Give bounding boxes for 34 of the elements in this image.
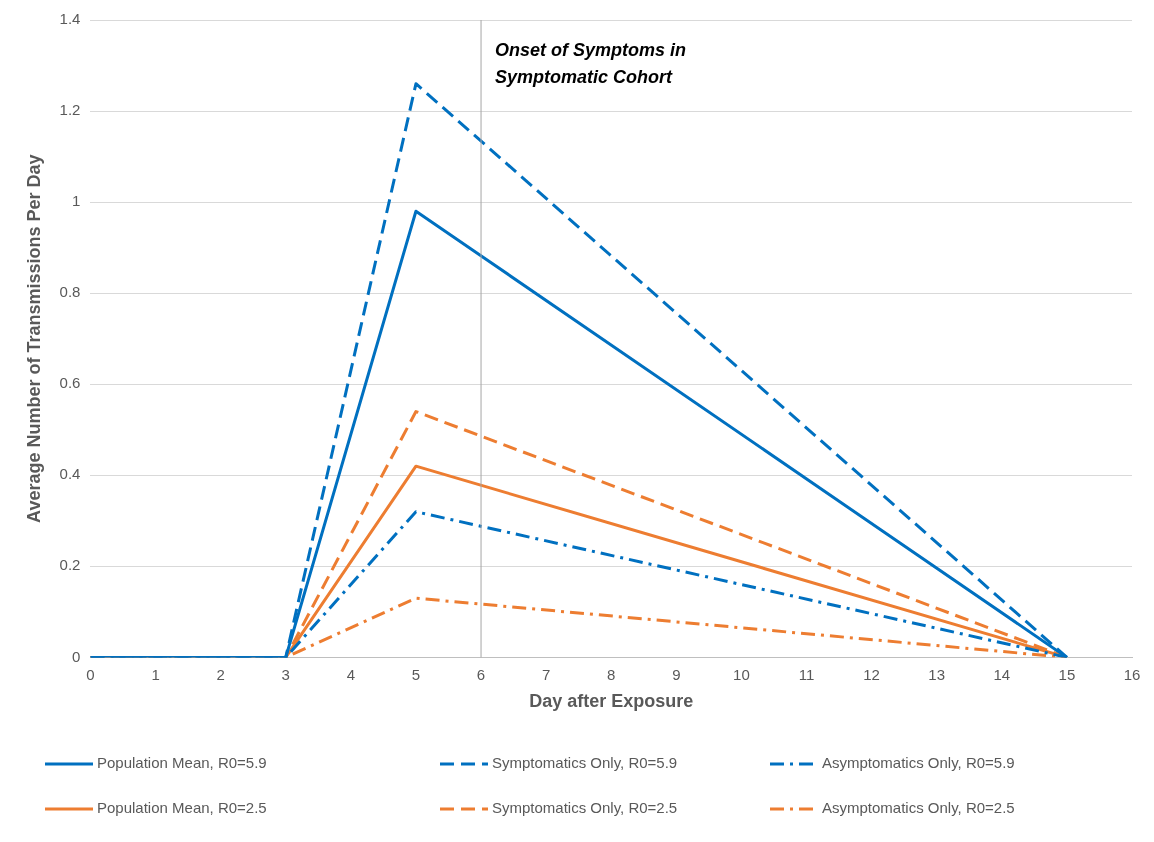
ref-line-label: Onset of Symptoms in Symptomatic Cohort (495, 39, 687, 87)
y-tick-label: 0.2 (59, 556, 81, 574)
x-tick-label: 8 (607, 665, 616, 683)
legend-label: Population Mean, R0=2.5 (97, 799, 267, 817)
y-axis-title: Average Number of Transmissions Per Day (23, 154, 44, 523)
y-tick-label: 0.6 (59, 374, 81, 392)
y-tick-label: 0.4 (59, 465, 81, 483)
x-tick-label: 3 (281, 665, 290, 683)
x-tick-label: 5 (411, 665, 421, 683)
x-tick-label: 14 (993, 665, 1011, 683)
x-tick-label: 10 (733, 665, 750, 683)
x-tick-label: 6 (476, 665, 486, 683)
x-tick-label: 1 (151, 665, 160, 683)
y-tick-label: 1.4 (59, 10, 81, 28)
y-tick-label: 1 (72, 192, 81, 210)
y-tick-label: 1.2 (59, 101, 81, 119)
x-tick-label: 15 (1058, 665, 1076, 683)
legend-label: Asymptomatics Only, R0=2.5 (822, 799, 1015, 817)
x-tick-label: 7 (541, 665, 551, 683)
x-tick-label: 11 (798, 665, 815, 683)
legend-label: Asymptomatics Only, R0=5.9 (822, 754, 1015, 772)
x-tick-label: 12 (863, 665, 880, 683)
y-tick-label: 0.8 (59, 283, 81, 301)
x-axis-title: Day after Exposure (529, 691, 694, 712)
x-tick-label: 4 (346, 665, 356, 683)
legend-label: Population Mean, R0=5.9 (97, 754, 267, 772)
x-tick-label: 9 (672, 665, 681, 683)
legend-label: Symptomatics Only, R0=5.9 (492, 754, 678, 772)
x-tick-label: 13 (928, 665, 946, 683)
x-tick-label: 2 (216, 665, 225, 683)
x-tick-label: 0 (86, 665, 95, 683)
x-tick-label: 16 (1123, 665, 1141, 683)
legend-label: Symptomatics Only, R0=2.5 (492, 799, 678, 817)
y-tick-label: 0 (72, 647, 81, 665)
